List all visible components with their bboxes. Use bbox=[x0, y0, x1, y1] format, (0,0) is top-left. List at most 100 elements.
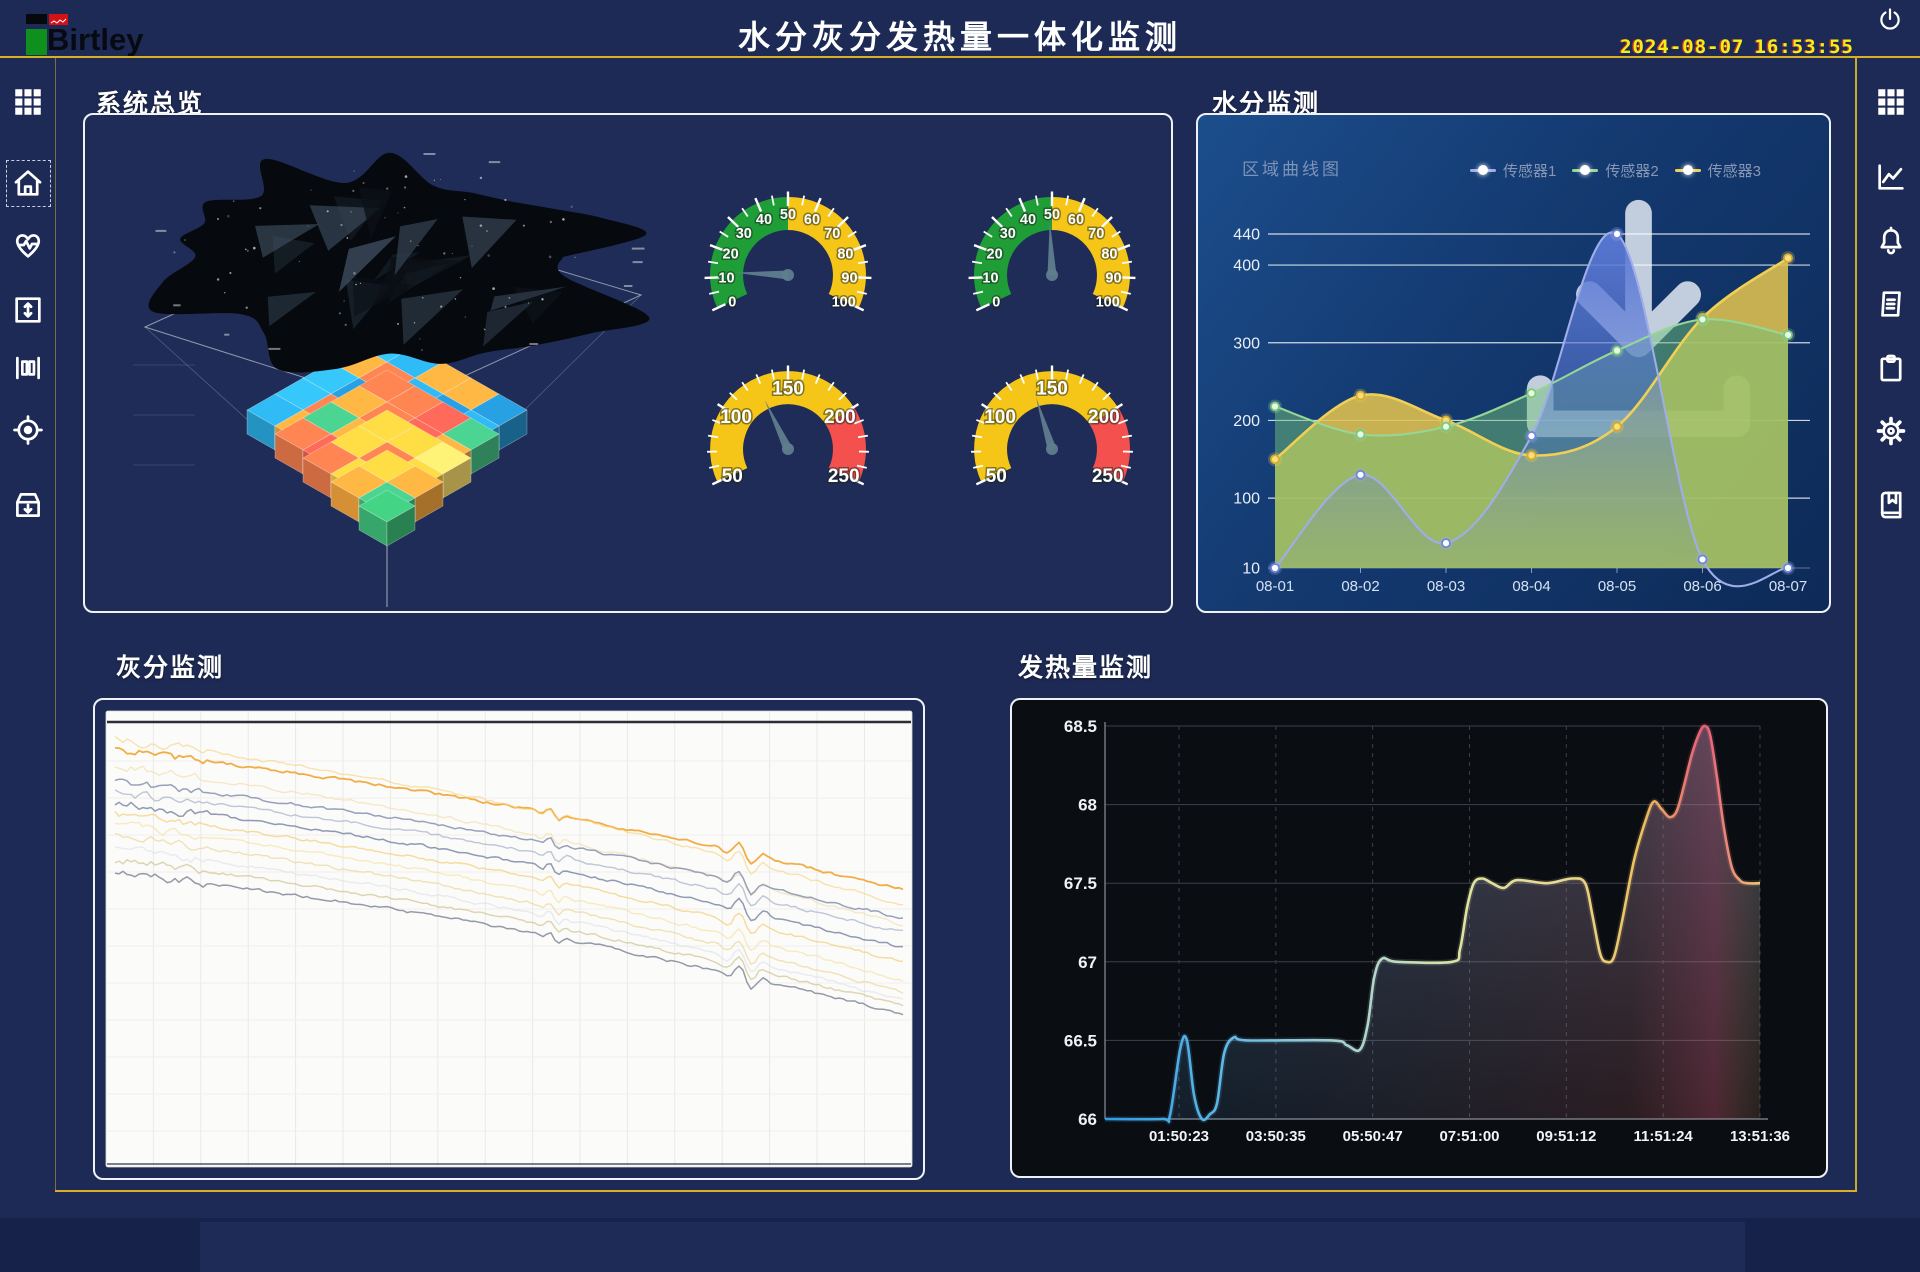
svg-text:40: 40 bbox=[756, 212, 772, 228]
logo-green-square bbox=[26, 29, 47, 55]
svg-text:150: 150 bbox=[772, 379, 804, 400]
svg-text:10: 10 bbox=[718, 271, 734, 287]
target-icon[interactable] bbox=[11, 413, 45, 447]
svg-text:66: 66 bbox=[1078, 1110, 1097, 1129]
svg-text:200: 200 bbox=[824, 407, 856, 428]
bottom-accent-line bbox=[55, 1190, 1857, 1192]
svg-text:20: 20 bbox=[987, 247, 1003, 263]
svg-text:90: 90 bbox=[1105, 271, 1121, 287]
home-selection-box bbox=[6, 160, 51, 207]
svg-text:80: 80 bbox=[837, 247, 853, 263]
right-accent-line bbox=[1855, 57, 1857, 1190]
svg-text:90: 90 bbox=[841, 271, 857, 287]
ash-panel bbox=[93, 698, 925, 1180]
svg-text:70: 70 bbox=[1088, 226, 1104, 242]
footer-inner-band bbox=[200, 1222, 1745, 1272]
columns-icon[interactable] bbox=[11, 351, 45, 385]
heart-pulse-icon[interactable] bbox=[11, 228, 45, 262]
bell-icon[interactable] bbox=[1874, 224, 1908, 258]
calorific-line-chart: 66 66.5 67 67.5 68 68.5 01:50:23 03:50:35 05:50:… bbox=[1064, 717, 1790, 1145]
svg-text:100: 100 bbox=[1233, 491, 1260, 508]
svg-text:70: 70 bbox=[824, 226, 840, 242]
gear-icon[interactable] bbox=[1874, 414, 1908, 448]
svg-text:07:51:00: 07:51:00 bbox=[1439, 1128, 1499, 1145]
svg-text:30: 30 bbox=[1000, 226, 1016, 242]
svg-text:08-07: 08-07 bbox=[1769, 578, 1807, 595]
svg-text:05:50:47: 05:50:47 bbox=[1343, 1128, 1403, 1145]
svg-text:08-03: 08-03 bbox=[1427, 578, 1465, 595]
logo-red-square bbox=[49, 14, 68, 25]
svg-text:68: 68 bbox=[1078, 796, 1097, 815]
ash-panel-title: 灰分监测 bbox=[116, 654, 225, 682]
svg-text:50: 50 bbox=[780, 207, 796, 223]
svg-text:08-05: 08-05 bbox=[1598, 578, 1636, 595]
svg-text:08-06: 08-06 bbox=[1683, 578, 1721, 595]
svg-text:0: 0 bbox=[728, 295, 736, 311]
power-icon[interactable] bbox=[1876, 6, 1904, 34]
svg-text:20: 20 bbox=[723, 247, 739, 263]
svg-text:150: 150 bbox=[1036, 379, 1068, 400]
svg-text:30: 30 bbox=[736, 226, 752, 242]
moisture-panel: 区域曲线图 传感器1 传感器2 传感器3 10 100 200 300 400 440 08… bbox=[1196, 113, 1831, 613]
svg-text:0: 0 bbox=[992, 295, 1000, 311]
document-icon[interactable] bbox=[1874, 287, 1908, 321]
calorific-panel: 66 66.5 67 67.5 68 68.5 01:50:23 03:50:35 05:50:… bbox=[1010, 698, 1828, 1178]
calorific-panel-title: 发热量监测 bbox=[1018, 654, 1154, 682]
ash-multiline-chart bbox=[105, 710, 913, 1168]
legend-label: 传感器2 bbox=[1605, 162, 1659, 180]
grid-menu-icon[interactable] bbox=[1874, 85, 1908, 119]
vertical-resize-icon[interactable] bbox=[11, 293, 45, 327]
sensor3-marker-icon bbox=[1674, 165, 1701, 175]
svg-text:66.5: 66.5 bbox=[1064, 1031, 1097, 1050]
svg-text:40: 40 bbox=[1020, 212, 1036, 228]
page-title: 水分灰分发热量一体化监测 bbox=[737, 19, 1182, 55]
birtley-logo: Birtley bbox=[26, 10, 176, 57]
svg-text:200: 200 bbox=[1088, 407, 1120, 428]
logo-black-square bbox=[26, 14, 47, 24]
clipboard-icon[interactable] bbox=[1874, 351, 1908, 385]
legend-item-sensor3[interactable]: 传感器3 bbox=[1674, 160, 1761, 181]
svg-text:11:51:24: 11:51:24 bbox=[1634, 1128, 1694, 1145]
moisture-chart-label: 区域曲线图 bbox=[1242, 160, 1342, 179]
svg-text:08-04: 08-04 bbox=[1512, 578, 1550, 595]
svg-text:67: 67 bbox=[1078, 953, 1097, 972]
date-text: 2024-08-07 bbox=[1620, 36, 1745, 58]
svg-text:100: 100 bbox=[1096, 295, 1120, 311]
legend-item-sensor2[interactable]: 传感器2 bbox=[1572, 160, 1659, 181]
svg-text:50: 50 bbox=[722, 466, 743, 487]
svg-text:08-01: 08-01 bbox=[1256, 578, 1294, 595]
line-chart-icon[interactable] bbox=[1874, 160, 1908, 194]
overview-panel: 0 10 20 30 40 50 60 70 80 90 100 0 10 20 30 40 50 60 70 80 9… bbox=[83, 113, 1173, 613]
legend-item-sensor1[interactable]: 传感器1 bbox=[1469, 160, 1557, 181]
sensor2-marker-icon bbox=[1572, 165, 1599, 175]
top-accent-line bbox=[0, 56, 1920, 58]
bookmark-book-icon[interactable] bbox=[1874, 488, 1908, 522]
svg-text:300: 300 bbox=[1233, 335, 1260, 352]
svg-text:80: 80 bbox=[1101, 247, 1117, 263]
svg-text:60: 60 bbox=[1068, 212, 1084, 228]
svg-text:50: 50 bbox=[1044, 207, 1060, 223]
top-bar: Birtley 水分灰分发热量一体化监测 2024-08-07 16:53:55 bbox=[0, 0, 1920, 58]
datetime-display: 2024-08-07 16:53:55 bbox=[1620, 36, 1854, 58]
svg-text:250: 250 bbox=[1092, 466, 1124, 487]
svg-text:09:51:12: 09:51:12 bbox=[1536, 1128, 1596, 1145]
left-accent-line bbox=[55, 57, 56, 1190]
svg-text:250: 250 bbox=[828, 466, 860, 487]
svg-text:03:50:35: 03:50:35 bbox=[1246, 1128, 1306, 1145]
logo-text: Birtley bbox=[47, 22, 144, 57]
svg-text:10: 10 bbox=[1242, 561, 1260, 578]
svg-text:68.5: 68.5 bbox=[1064, 717, 1097, 736]
legend-label: 传感器1 bbox=[1502, 162, 1557, 180]
archive-down-icon[interactable] bbox=[11, 488, 45, 522]
svg-text:08-02: 08-02 bbox=[1341, 578, 1379, 595]
sensor1-marker-icon bbox=[1469, 165, 1496, 175]
home-icon[interactable] bbox=[11, 166, 45, 200]
svg-text:400: 400 bbox=[1233, 258, 1260, 275]
svg-text:100: 100 bbox=[720, 407, 752, 428]
svg-text:67.5: 67.5 bbox=[1064, 874, 1097, 893]
svg-text:01:50:23: 01:50:23 bbox=[1149, 1128, 1209, 1145]
moisture-area-chart: 10 100 200 300 400 440 08-01 08-02 08-03 08-04 08-… bbox=[1233, 227, 1810, 595]
grid-menu-icon[interactable] bbox=[11, 85, 45, 119]
svg-text:440: 440 bbox=[1233, 227, 1260, 244]
